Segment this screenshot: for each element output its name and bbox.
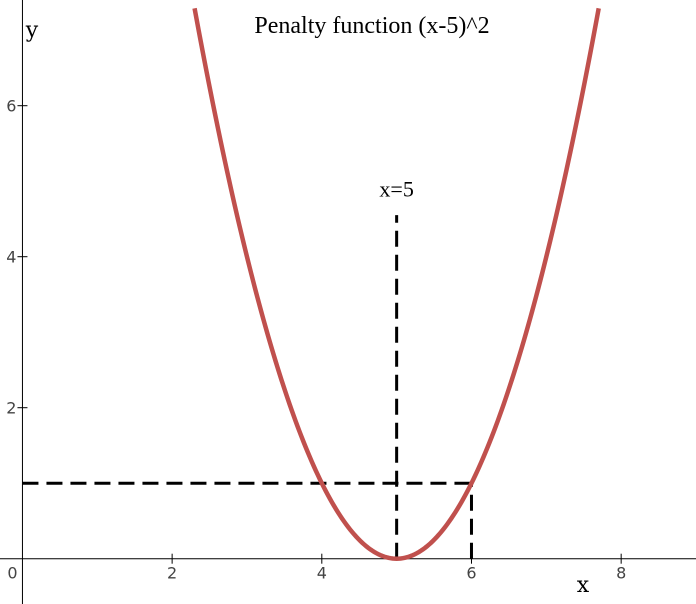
x-tick-label: 8 xyxy=(616,564,626,583)
x-tick-label: 6 xyxy=(466,564,476,583)
y-tick-label: 6 xyxy=(6,97,16,116)
x-tick-label: 0 xyxy=(7,564,17,583)
x-axis-label: x xyxy=(577,573,590,598)
series-layer xyxy=(192,7,601,561)
chart-title: Penalty function (x-5)^2 xyxy=(254,13,489,39)
y-axis-label: y xyxy=(25,18,39,43)
axis-ticks: 0 2 4 6 8 2 4 6 xyxy=(6,97,626,583)
labels: Penalty function (x-5)^2 y x xyxy=(25,13,590,598)
annotation-label: x=5 xyxy=(379,176,413,201)
reference-lines: x=5 xyxy=(22,176,473,559)
x-tick-label: 2 xyxy=(167,564,177,583)
penalty-curve xyxy=(192,7,601,561)
x-tick-label: 4 xyxy=(317,564,327,583)
y-tick-label: 2 xyxy=(6,399,16,418)
y-tick-label: 4 xyxy=(6,248,16,267)
